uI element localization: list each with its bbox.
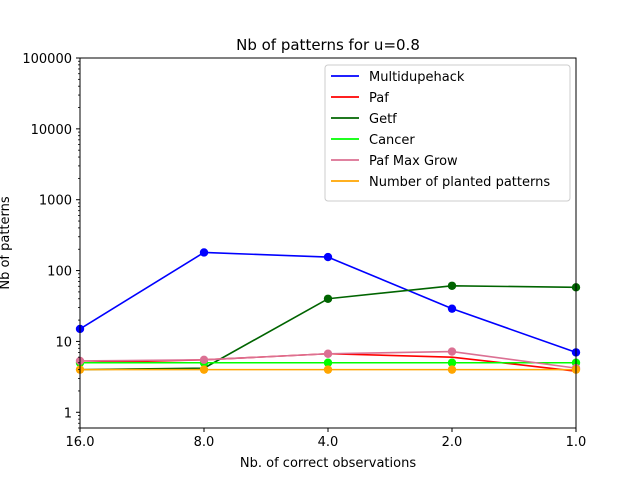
data-point-number-of-planted-patterns: [199, 365, 209, 374]
legend-box: [324, 64, 571, 202]
data-point-multidupehack: [323, 252, 333, 262]
x-tick-label: 8.0: [194, 435, 215, 450]
data-point-cancer: [323, 358, 333, 367]
data-point-multidupehack: [447, 304, 457, 313]
legend-label-paf-max-grow: Paf Max Grow: [369, 154, 458, 169]
legend-label-cancer: Cancer: [369, 133, 415, 148]
x-tick-label: 1.0: [566, 435, 587, 450]
data-point-paf-max-grow: [199, 355, 209, 365]
x-tick-label: 4.0: [318, 435, 339, 450]
y-tick-label: 1: [64, 406, 72, 421]
y-tick-label: 10000: [31, 123, 72, 138]
legend-label-getf: Getf: [369, 112, 397, 127]
x-tick-label: 16.0: [66, 435, 95, 450]
x-axis-label: Nb. of correct observations: [240, 456, 416, 471]
legend-label-number-of-planted-patterns: Number of planted patterns: [369, 175, 550, 190]
y-tick-label: 1000: [39, 194, 72, 209]
data-point-cancer: [447, 358, 457, 367]
data-point-number-of-planted-patterns: [323, 365, 333, 374]
data-point-multidupehack: [199, 248, 209, 257]
legend-label-paf: Paf: [369, 91, 389, 106]
data-point-getf: [323, 294, 333, 303]
data-point-paf-max-grow: [323, 349, 333, 358]
legend-label-multidupehack: Multidupehack: [369, 70, 465, 85]
legend: Multidupehack Paf Getf Cancer Paf Max Grow Nu…: [324, 64, 571, 202]
axis-layer: 16.0 8.0 4.0 2.0 1.0 1 10 100 1000 10000 100000: [22, 52, 586, 450]
data-point-number-of-planted-patterns: [447, 365, 457, 374]
x-tick-label: 2.0: [442, 435, 463, 450]
chart-title: Nb of patterns for u=0.8: [236, 36, 420, 54]
y-tick-label: 100000: [22, 52, 72, 67]
series-layer: [75, 248, 581, 374]
y-tick-label: 100: [47, 265, 72, 280]
data-point-getf: [447, 281, 457, 290]
y-tick-label: 10: [55, 335, 72, 350]
data-point-paf-max-grow: [447, 347, 457, 356]
y-axis-label: Nb of patterns: [0, 196, 13, 290]
